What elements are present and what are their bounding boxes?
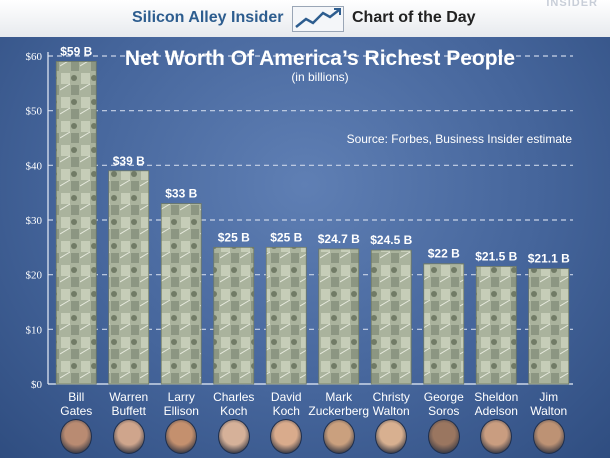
y-tick-label: $40 xyxy=(26,160,43,172)
x-tick-label: Bill xyxy=(68,390,84,404)
insider-watermark: INSIDER xyxy=(546,0,598,9)
data-label: $24.7 B xyxy=(318,232,360,246)
bar xyxy=(213,246,255,385)
data-label: $25 B xyxy=(218,230,250,244)
x-tick-label: Jim xyxy=(539,390,558,404)
x-tick-label: David xyxy=(271,390,302,404)
trend-chart-icon xyxy=(292,6,344,32)
x-tick-label: Walton xyxy=(530,404,567,418)
x-tick-label: Koch xyxy=(273,404,300,418)
x-tick-label: Soros xyxy=(428,404,459,418)
y-tick-label: $20 xyxy=(26,270,43,282)
portrait-icon xyxy=(322,419,355,454)
y-tick-label: $50 xyxy=(26,106,43,118)
data-label: $25 B xyxy=(270,230,302,244)
bar xyxy=(370,249,412,385)
chart-source: Source: Forbes, Business Insider estimat… xyxy=(346,132,572,146)
bar xyxy=(528,268,570,385)
bar xyxy=(160,203,202,385)
x-tick-label: Warren xyxy=(109,390,148,404)
data-label: $24.5 B xyxy=(370,233,412,247)
x-tick-label: Charles xyxy=(213,390,254,404)
portrait-icon xyxy=(217,419,250,454)
data-label: $22 B xyxy=(428,247,460,261)
chart-subtitle: (in billions) xyxy=(291,70,349,84)
portrait-icon xyxy=(375,419,408,454)
y-tick-label: $0 xyxy=(31,379,43,391)
portrait-icon xyxy=(532,419,565,454)
data-label: $39 B xyxy=(113,154,145,168)
x-tick-label: George xyxy=(424,390,464,404)
y-tick-label: $30 xyxy=(26,215,43,227)
brand-title: Silicon Alley Insider xyxy=(132,9,284,26)
x-tick-label: Koch xyxy=(220,404,247,418)
bar xyxy=(475,266,517,385)
x-tick-label: Gates xyxy=(60,404,92,418)
data-label: $21.1 B xyxy=(528,252,570,266)
bar xyxy=(318,248,360,385)
header-banner: Silicon Alley Insider Chart of the Day I… xyxy=(0,0,610,38)
bar xyxy=(265,246,307,385)
data-label: $21.5 B xyxy=(475,249,517,263)
bar xyxy=(55,61,97,385)
x-tick-label: Ellison xyxy=(164,404,199,418)
x-tick-label: Walton xyxy=(373,404,410,418)
data-label: $33 B xyxy=(165,187,197,201)
chart-of-the-day-label: Chart of the Day xyxy=(352,9,476,26)
x-tick-label: Buffett xyxy=(112,404,147,418)
chart-title: Net Worth Of America’s Richest People xyxy=(124,47,516,70)
x-tick-label: Mark xyxy=(325,390,353,404)
portrait-icon xyxy=(60,419,93,454)
bar xyxy=(423,263,465,385)
y-tick-label: $10 xyxy=(26,324,43,336)
portrait-icon xyxy=(165,419,198,454)
portrait-icon xyxy=(427,419,460,454)
portrait-icon xyxy=(270,419,303,454)
x-tick-label: Adelson xyxy=(475,404,518,418)
bar xyxy=(108,170,150,385)
x-tick-label: Sheldon xyxy=(474,390,518,404)
y-tick-label: $60 xyxy=(26,51,43,63)
portrait-icon xyxy=(112,419,145,454)
portrait-icon xyxy=(480,419,513,454)
x-tick-label: Zuckerberg xyxy=(308,404,369,418)
data-label: $59 B xyxy=(60,44,92,58)
x-tick-label: Larry xyxy=(168,390,195,404)
x-tick-label: Christy xyxy=(373,390,410,404)
